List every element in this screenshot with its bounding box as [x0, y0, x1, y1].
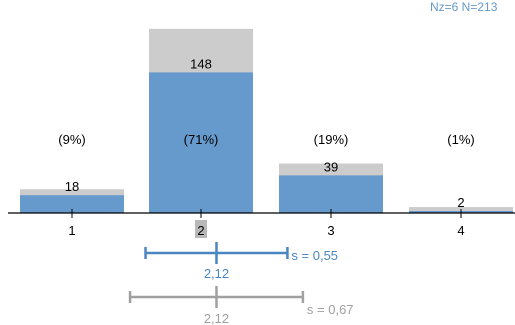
highlight-box — [195, 220, 207, 238]
x-tick-label-1: 1 — [68, 223, 75, 238]
percent-label-1: (9%) — [58, 132, 85, 147]
sd-label: s = 0,55 — [291, 248, 338, 263]
sample-size-label: Nz=6 N=213 — [430, 0, 498, 14]
sd-label: s = 0,67 — [307, 302, 354, 317]
x-tick-label-4: 4 — [457, 223, 464, 238]
stat-bar-1: 2,12 s = 0,55 — [144, 242, 338, 281]
count-label-4: 2 — [457, 195, 464, 210]
mean-label: 2,12 — [204, 311, 229, 325]
mean-label: 2,12 — [204, 266, 229, 281]
percent-label-2: (71%) — [184, 132, 219, 147]
bar-valid-3 — [279, 175, 383, 213]
stat-bar-2: 2,12 s = 0,67 — [128, 286, 354, 325]
count-label-3: 39 — [324, 159, 338, 174]
percent-label-3: (19%) — [314, 132, 349, 147]
x-tick-label-3: 3 — [327, 223, 334, 238]
bar-valid-1 — [20, 195, 124, 213]
count-label-2: 148 — [190, 56, 212, 71]
x-tick-label-2: 2 — [197, 223, 204, 238]
percent-label-4: (1%) — [447, 132, 474, 147]
bar-valid-2 — [149, 72, 253, 213]
count-label-1: 18 — [65, 179, 79, 194]
